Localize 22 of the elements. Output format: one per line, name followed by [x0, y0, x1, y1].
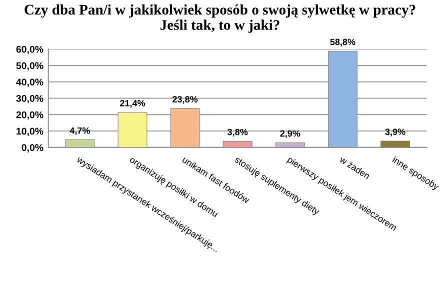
y-tick-label: 0,0%: [22, 144, 44, 152]
y-tick-label: 10,0%: [16, 128, 44, 136]
bar: [170, 108, 200, 148]
y-tick-label: 40,0%: [16, 78, 44, 87]
data-label: 58,8%: [330, 38, 356, 46]
bar: [65, 139, 95, 148]
data-label: 21,4%: [120, 100, 146, 108]
y-tick-label: 50,0%: [16, 62, 44, 71]
data-label: 23,8%: [172, 96, 198, 104]
bar: [275, 142, 305, 148]
bar: [328, 50, 358, 148]
chart-title: Czy dba Pan/i w jakikolwiek sposób o swoją sylwetkę w pracy? Jeśli tak, to w jaki?: [24, 4, 416, 33]
data-label: 3,8%: [228, 128, 248, 137]
bar: [118, 112, 148, 148]
y-tick-label: 20,0%: [16, 111, 44, 120]
y-tick-label: 60,0%: [16, 46, 44, 54]
data-label: 3,9%: [385, 128, 406, 136]
data-label: 4,7%: [70, 127, 90, 136]
bar: [380, 140, 410, 148]
bar: [222, 140, 252, 148]
data-label: 2,9%: [280, 130, 300, 138]
y-tick-label: 30,0%: [16, 94, 44, 104]
